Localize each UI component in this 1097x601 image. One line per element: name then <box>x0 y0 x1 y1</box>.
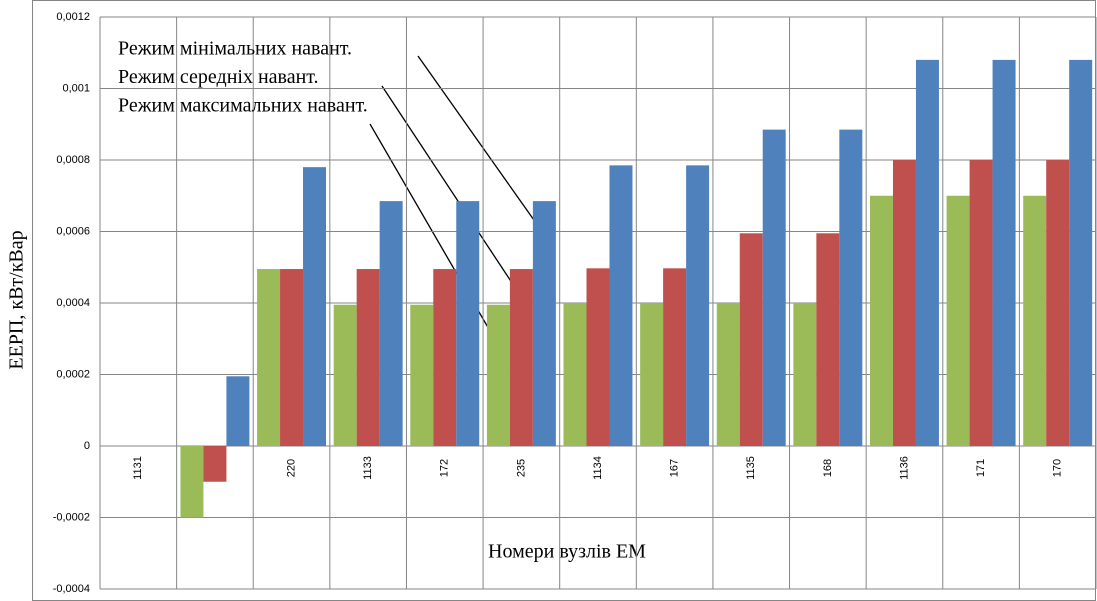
bar <box>563 303 587 446</box>
bar <box>586 268 610 446</box>
bar <box>839 129 863 447</box>
y-tick-label: 0,001 <box>62 82 90 94</box>
x-tick-label: 167 <box>669 459 681 477</box>
bar <box>892 160 916 446</box>
x-tick-label: 1131 <box>132 456 144 480</box>
leader-line <box>417 55 542 231</box>
series-annotation: Режим мінімальних навант. <box>118 38 352 60</box>
bar <box>410 304 434 446</box>
bar <box>257 269 281 446</box>
bar <box>509 269 533 446</box>
series-annotation: Режим максимальних навант. <box>118 95 368 117</box>
bar <box>739 233 763 446</box>
bar <box>203 446 227 482</box>
y-tick-label: 0,0012 <box>56 11 90 23</box>
x-tick-label: 1133 <box>362 456 374 480</box>
bar <box>716 303 740 446</box>
bar <box>1023 195 1047 446</box>
bar <box>969 160 993 446</box>
bar <box>793 303 817 446</box>
bar <box>486 304 510 446</box>
bar <box>686 165 710 447</box>
bar <box>456 201 480 446</box>
bar <box>609 165 633 447</box>
bar <box>992 59 1016 447</box>
x-tick-label: 235 <box>515 459 527 477</box>
bar <box>762 129 786 447</box>
bar <box>226 376 250 446</box>
x-tick-label: 1136 <box>898 456 910 480</box>
y-tick-label: -0,0004 <box>53 583 90 595</box>
y-tick-label: 0,0004 <box>56 297 90 309</box>
series-annotation: Режим середніх навант. <box>118 66 319 88</box>
bar <box>433 269 457 446</box>
bar <box>379 201 403 446</box>
bar <box>303 167 327 446</box>
y-tick-label: -0,0002 <box>53 511 90 523</box>
bar <box>333 304 357 446</box>
x-tick-label: 172 <box>439 459 451 477</box>
x-tick-label: 1134 <box>592 456 604 480</box>
bar <box>1069 59 1093 447</box>
bar <box>532 201 556 446</box>
bar <box>915 59 939 447</box>
y-tick-label: 0 <box>84 440 90 452</box>
leader-line <box>381 85 521 296</box>
x-tick-label: 170 <box>1052 459 1064 477</box>
bar <box>869 195 893 446</box>
x-tick-label: 171 <box>975 459 987 477</box>
x-tick-label: 1135 <box>745 456 757 480</box>
y-tick-label: 0,0002 <box>56 368 90 380</box>
bar <box>180 446 204 518</box>
bar <box>946 195 970 446</box>
x-tick-label: 220 <box>285 459 297 477</box>
y-tick-label: 0,0006 <box>56 225 90 237</box>
bar <box>356 269 380 446</box>
bar <box>280 269 304 446</box>
x-tick-label: 168 <box>822 459 834 477</box>
y-tick-label: 0,0008 <box>56 154 90 166</box>
x-axis-title: Номери вузлів ЕМ <box>488 541 646 563</box>
bar <box>816 233 840 446</box>
bar <box>640 303 664 446</box>
y-axis-title: ЕЕРП, кВт/кВар <box>6 230 28 369</box>
bar <box>1046 160 1070 446</box>
bar <box>663 268 687 446</box>
